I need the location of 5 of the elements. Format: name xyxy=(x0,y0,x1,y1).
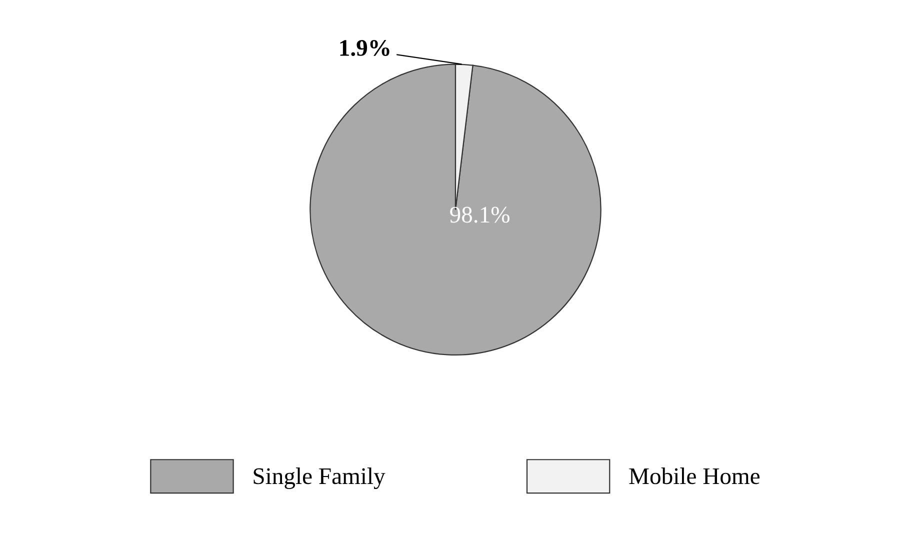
data-label: 98.1% xyxy=(450,206,510,223)
legend-label: Single Family xyxy=(254,468,386,490)
data-label: 1.9% xyxy=(340,40,390,56)
legend-label: Mobile Home xyxy=(629,468,760,484)
pie-slice xyxy=(310,64,602,356)
